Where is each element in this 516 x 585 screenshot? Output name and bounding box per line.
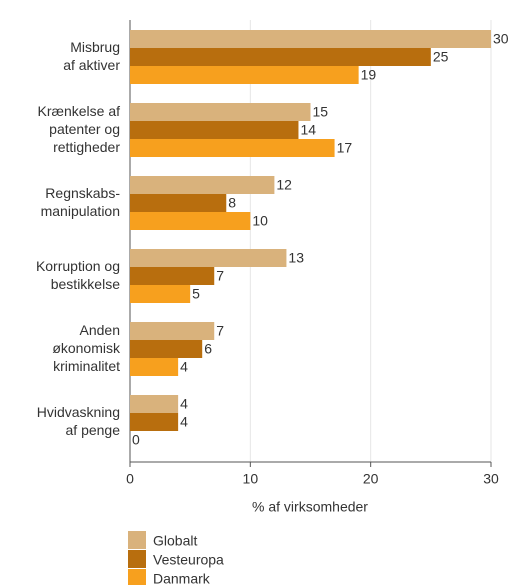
y-tick-label-line: patenter og (49, 121, 120, 137)
legend-label: Danmark (153, 571, 211, 585)
bar (130, 267, 215, 285)
value-label: 10 (252, 213, 268, 229)
value-label: 12 (276, 177, 292, 193)
legend-swatch (128, 531, 146, 549)
value-label: 25 (433, 49, 449, 65)
y-tick-label: Regnskabs-manipulation (41, 185, 121, 219)
bar (130, 176, 275, 194)
y-tick-label-line: manipulation (41, 203, 120, 219)
bar (130, 121, 299, 139)
bar (130, 358, 179, 376)
x-tick-label: 10 (243, 471, 259, 487)
value-label: 4 (180, 396, 188, 412)
y-tick-label-line: Hvidvaskning (37, 404, 120, 420)
value-label: 19 (361, 67, 377, 83)
value-label: 8 (228, 195, 236, 211)
value-label: 7 (216, 268, 224, 284)
y-tick-label-line: økonomisk (52, 340, 121, 356)
x-tick-label: 20 (363, 471, 379, 487)
x-axis-label: % af virksomheder (252, 499, 368, 515)
bar (130, 139, 335, 157)
y-tick-label: Hvidvaskning af penge (37, 404, 120, 438)
y-tick-label-line: Krænkelse af (38, 103, 121, 119)
x-tick-label: 30 (483, 471, 499, 487)
legend-swatch (128, 550, 146, 568)
y-tick-label: Misbrug af aktiver (63, 39, 120, 73)
bar (130, 30, 491, 48)
bar (130, 340, 203, 358)
bar (130, 212, 251, 230)
value-label: 5 (192, 286, 200, 302)
legend-label: Globalt (153, 533, 197, 549)
y-tick-label-line: bestikkelse (51, 276, 120, 292)
value-label: 30 (493, 31, 509, 47)
y-tick-label: Krænkelse af patenter og rettigheder (38, 103, 121, 155)
value-label: 13 (288, 250, 304, 266)
y-tick-label-line: af penge (66, 422, 121, 438)
bar (130, 285, 191, 303)
y-tick-label-line: Anden (80, 322, 120, 338)
value-label: 15 (313, 104, 329, 120)
y-tick-label-line: af aktiver (63, 57, 120, 73)
value-label: 0 (132, 432, 140, 448)
bar (130, 194, 227, 212)
bar (130, 413, 179, 431)
bar (130, 395, 179, 413)
y-tick-label-line: rettigheder (53, 139, 120, 155)
y-tick-label-line: Korruption og (36, 258, 120, 274)
legend-swatch (128, 569, 146, 585)
bar (130, 66, 359, 84)
value-label: 6 (204, 341, 212, 357)
y-tick-label: Korruption og bestikkelse (36, 258, 120, 292)
bar (130, 103, 311, 121)
x-tick-label: 0 (126, 471, 134, 487)
value-label: 7 (216, 323, 224, 339)
value-label: 17 (337, 140, 353, 156)
value-label: 4 (180, 359, 188, 375)
value-label: 4 (180, 414, 188, 430)
y-tick-label-line: kriminalitet (53, 358, 120, 374)
y-tick-label-line: Regnskabs- (45, 185, 120, 201)
bar (130, 48, 431, 66)
y-tick-label: Anden økonomisk kriminalitet (52, 322, 121, 374)
bar (130, 322, 215, 340)
y-tick-label-line: Misbrug (70, 39, 120, 55)
bar (130, 249, 287, 267)
legend-label: Vesteuropa (153, 552, 224, 568)
value-label: 14 (300, 122, 316, 138)
